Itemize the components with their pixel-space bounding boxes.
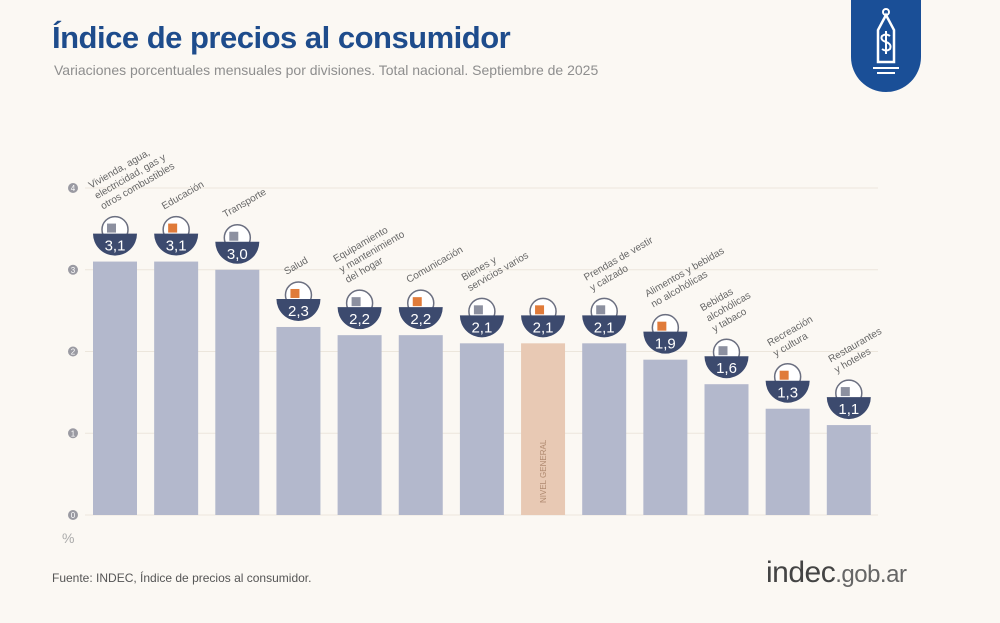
value-badge [643,331,688,354]
value-label: 2,1 [533,319,554,336]
y-tick-label: 4 [71,184,76,193]
bar [93,261,137,515]
bar [337,335,382,515]
bar [215,269,260,515]
bar [643,359,688,515]
category-label: Salud [282,255,310,277]
category-label-group: Salud [282,255,310,277]
value-badge [459,315,504,338]
value-label: 2,1 [594,319,615,336]
category-icon-detail [596,305,606,315]
category-label-group: Transporte [221,187,268,221]
value-badge [337,307,382,330]
y-tick-label: 3 [71,266,76,275]
category-icon-detail [535,305,545,315]
value-badge [398,307,443,330]
value-label: 2,2 [349,311,370,328]
category-icon-detail [107,223,116,233]
category-icon-detail [290,288,300,298]
value-badge [93,233,137,256]
value-badge [154,233,199,256]
category-label-group: Comunicación [405,245,465,286]
highlight-label: NIVEL GENERAL [539,439,548,503]
bar [154,261,199,515]
category-icon-detail [412,297,422,307]
bar [826,425,871,515]
y-tick-marker [68,510,78,520]
page-title: Índice de precios al consumidor [52,20,511,55]
category-icon-detail [229,231,239,241]
value-label: 3,0 [227,246,248,263]
category-label: Transporte [221,187,268,221]
bar [765,408,810,515]
brand-main: indec [766,556,836,589]
value-label: 1,1 [838,401,859,418]
category-icon-detail [779,370,789,380]
bar [398,335,443,515]
category-icon-detail [657,321,667,331]
category-label: Educación [160,179,206,212]
y-tick-marker [68,428,78,439]
category-label: Comunicación [405,245,465,286]
y-tick-label: 1 [71,429,76,438]
brand-suffix: .gob.ar [835,561,907,588]
category-icon-detail [351,297,361,307]
y-tick-marker [68,183,78,193]
value-label: 3,1 [105,238,126,255]
y-tick-label: 0 [71,511,76,520]
value-badge [215,241,260,264]
y-tick-marker [68,346,78,357]
value-label: 3,1 [166,238,187,255]
value-label: 2,3 [288,303,309,320]
value-label: 1,3 [777,385,798,402]
value-badge [765,380,810,403]
category-label-group: Educación [160,179,206,212]
value-label: 1,9 [655,336,676,353]
bar [582,343,627,515]
bar [459,343,504,515]
value-label: 2,1 [471,319,492,336]
value-badge [582,315,627,338]
category-icon-detail [473,305,483,315]
bar [276,326,321,515]
value-label: 2,2 [410,311,431,328]
value-label: 1,6 [716,360,737,377]
source-note: Fuente: INDEC, Índice de precios al cons… [52,571,312,585]
y-tick-marker [68,264,78,275]
value-badge [276,298,321,321]
value-badge [826,397,871,420]
bar [704,384,749,515]
y-tick-label: 2 [71,348,76,357]
page-subtitle: Variaciones porcentuales mensuales por d… [54,62,599,78]
y-axis-unit: % [62,530,74,546]
category-icon-detail [718,346,728,356]
category-icon-detail [168,223,178,233]
price-tag-dollar-icon [851,0,921,92]
value-badge [521,315,566,338]
bar [521,343,566,515]
value-badge [704,356,749,379]
category-icon-detail [840,387,850,397]
indec-logo: indec.gob.ar [766,556,907,590]
